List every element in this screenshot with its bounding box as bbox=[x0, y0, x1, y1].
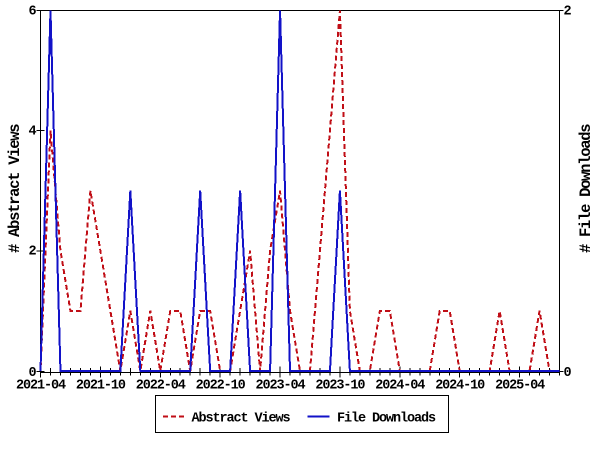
svg-text:2021-10: 2021-10 bbox=[76, 378, 126, 393]
svg-text:4: 4 bbox=[28, 124, 36, 139]
svg-text:2021-04: 2021-04 bbox=[16, 378, 66, 393]
svg-text:Abstract Views: Abstract Views bbox=[192, 411, 291, 426]
svg-text:# File Downloads: # File Downloads bbox=[577, 124, 595, 253]
svg-text:2023-04: 2023-04 bbox=[256, 378, 306, 393]
svg-text:2024-04: 2024-04 bbox=[375, 378, 425, 393]
svg-text:0: 0 bbox=[28, 366, 36, 381]
svg-text:2023-10: 2023-10 bbox=[315, 378, 365, 393]
svg-text:2022-04: 2022-04 bbox=[136, 378, 186, 393]
svg-text:6: 6 bbox=[28, 4, 36, 19]
svg-text:2: 2 bbox=[564, 4, 572, 19]
svg-text:2: 2 bbox=[28, 245, 36, 260]
svg-text:0: 0 bbox=[564, 366, 572, 381]
svg-text:2025-04: 2025-04 bbox=[495, 378, 545, 393]
svg-text:2022-10: 2022-10 bbox=[196, 378, 246, 393]
svg-text:# Abstract Views: # Abstract Views bbox=[6, 124, 24, 253]
svg-text:2024-10: 2024-10 bbox=[435, 378, 485, 393]
svg-text:File Downloads: File Downloads bbox=[337, 411, 436, 426]
